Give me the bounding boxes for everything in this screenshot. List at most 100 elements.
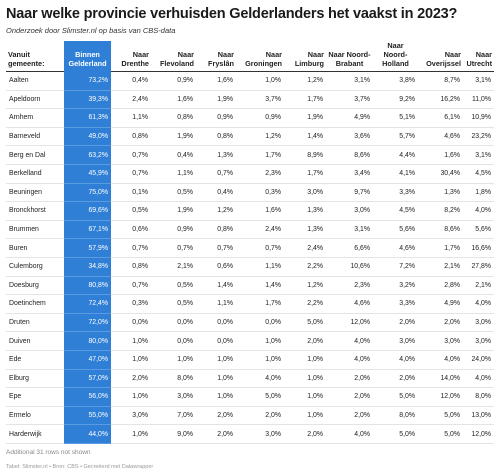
percentage-cell: 3,0% [284, 183, 326, 203]
table-row: Druten 72,0% 0,0% 0,0% 0,0% 0,0% 5,0% 12,0% 2,0%… [6, 313, 494, 333]
percentage-cell: 8,6% [326, 145, 373, 165]
percentage-cell: 16,2% [418, 90, 463, 110]
percentage-cell: 2,3% [326, 276, 373, 296]
percentage-cell: 1,1% [196, 294, 236, 314]
percentage-cell: 2,0% [236, 406, 284, 426]
percentage-cell: 2,0% [373, 313, 418, 333]
percentage-cell: 45,9% [64, 164, 111, 184]
percentage-cell: 44,0% [64, 424, 111, 444]
table-row: Beuningen 75,0% 0,1% 0,5% 0,4% 0,3% 3,0% 9,7% 3,… [6, 183, 494, 203]
percentage-cell: 2,4% [236, 220, 284, 240]
gemeente-cell: Aalten [6, 71, 64, 91]
percentage-cell: 4,9% [326, 108, 373, 128]
percentage-cell: 1,7% [236, 145, 284, 165]
percentage-cell: 5,6% [373, 220, 418, 240]
percentage-cell: 0,8% [196, 127, 236, 147]
percentage-cell: 23,2% [463, 127, 494, 147]
gemeente-cell: Doesburg [6, 276, 64, 296]
percentage-cell: 3,3% [373, 183, 418, 203]
table-row: Berkelland 45,9% 0,7% 1,1% 0,7% 2,3% 1,7% 3,4% 4… [6, 164, 494, 184]
percentage-cell: 2,1% [151, 257, 196, 277]
percentage-cell: 4,0% [326, 350, 373, 370]
percentage-cell: 0,7% [196, 238, 236, 258]
percentage-cell: 1,0% [151, 350, 196, 370]
table-row: Culemborg 34,8% 0,8% 2,1% 0,6% 1,1% 2,2% 10,6% 7… [6, 257, 494, 277]
table-row: Ermelo 55,0% 3,0% 7,0% 2,0% 2,0% 1,0% 2,0% 8,0% 5… [6, 406, 494, 426]
percentage-cell: 0,4% [151, 145, 196, 165]
percentage-cell: 69,6% [64, 201, 111, 221]
percentage-cell: 8,6% [418, 220, 463, 240]
percentage-cell: 10,6% [326, 257, 373, 277]
percentage-cell: 12,0% [326, 313, 373, 333]
column-header-binnen-gelderland[interactable]: Binnen Gelderland [64, 41, 111, 72]
percentage-cell: 24,0% [463, 350, 494, 370]
percentage-cell: 3,2% [373, 276, 418, 296]
percentage-cell: 1,7% [236, 294, 284, 314]
column-header-fryslan[interactable]: Naar Fryslân [196, 41, 236, 72]
percentage-cell: 4,6% [373, 238, 418, 258]
gemeente-cell: Buren [6, 238, 64, 258]
percentage-cell: 3,0% [463, 331, 494, 351]
percentage-cell: 7,2% [373, 257, 418, 277]
percentage-cell: 3,6% [326, 127, 373, 147]
percentage-cell: 2,0% [196, 424, 236, 444]
column-header-overijssel[interactable]: Naar Overijssel [418, 41, 463, 72]
gemeente-cell: Berkelland [6, 164, 64, 184]
table-row: Aalten 73,2% 0,4% 0,9% 1,6% 1,0% 1,2% 3,1% 3,8% 8… [6, 71, 494, 91]
percentage-cell: 0,0% [196, 331, 236, 351]
percentage-cell: 4,6% [418, 127, 463, 147]
column-header-limburg[interactable]: Naar Limburg [284, 41, 326, 72]
percentage-cell: 1,0% [111, 331, 151, 351]
percentage-cell: 3,1% [326, 71, 373, 91]
percentage-cell: 4,0% [418, 350, 463, 370]
percentage-cell: 1,1% [236, 257, 284, 277]
percentage-cell: 8,9% [284, 145, 326, 165]
percentage-cell: 55,0% [64, 406, 111, 426]
gemeente-cell: Culemborg [6, 257, 64, 277]
percentage-cell: 63,2% [64, 145, 111, 165]
percentage-cell: 0,3% [111, 294, 151, 314]
percentage-cell: 4,0% [326, 424, 373, 444]
percentage-cell: 0,0% [151, 331, 196, 351]
percentage-cell: 0,8% [111, 257, 151, 277]
percentage-cell: 75,0% [64, 183, 111, 203]
percentage-cell: 1,6% [418, 145, 463, 165]
percentage-cell: 1,3% [284, 201, 326, 221]
percentage-cell: 1,0% [236, 71, 284, 91]
percentage-cell: 1,9% [196, 90, 236, 110]
percentage-cell: 3,1% [463, 71, 494, 91]
gemeente-cell: Elburg [6, 369, 64, 389]
percentage-cell: 0,7% [111, 238, 151, 258]
column-header-utrecht[interactable]: Naar Utrecht [463, 41, 494, 72]
percentage-cell: 0,9% [151, 71, 196, 91]
column-header-groningen[interactable]: Naar Groningen [236, 41, 284, 72]
percentage-cell: 0,8% [111, 127, 151, 147]
column-header-flevoland[interactable]: Naar Flevoland [151, 41, 196, 72]
percentage-cell: 5,7% [373, 127, 418, 147]
column-header-noord-brabant[interactable]: Naar Noord-Brabant [326, 41, 373, 72]
percentage-cell: 8,0% [463, 387, 494, 407]
percentage-cell: 3,3% [373, 294, 418, 314]
percentage-cell: 6,6% [326, 238, 373, 258]
column-header-gemeente[interactable]: Vanuit gemeente: [6, 41, 64, 72]
percentage-cell: 3,0% [463, 313, 494, 333]
percentage-cell: 10,9% [463, 108, 494, 128]
table-row: Bronckhorst 69,6% 0,5% 1,9% 1,2% 1,6% 1,3% 3,0%… [6, 201, 494, 221]
column-header-drenthe[interactable]: Naar Drenthe [111, 41, 151, 72]
percentage-cell: 3,7% [236, 90, 284, 110]
page-title: Naar welke provincie verhuisden Gelderla… [6, 6, 458, 22]
percentage-cell: 2,2% [284, 257, 326, 277]
table-row: Arnhem 61,3% 1,1% 0,8% 0,9% 0,9% 1,9% 4,9% 5,1% 6… [6, 108, 494, 128]
percentage-cell: 0,7% [111, 276, 151, 296]
gemeente-cell: Apeldoorn [6, 90, 64, 110]
percentage-cell: 0,3% [236, 183, 284, 203]
percentage-cell: 4,5% [373, 201, 418, 221]
percentage-cell: 5,0% [284, 313, 326, 333]
percentage-cell: 49,0% [64, 127, 111, 147]
percentage-cell: 0,9% [236, 108, 284, 128]
percentage-cell: 12,0% [463, 424, 494, 444]
gemeente-cell: Druten [6, 313, 64, 333]
table-row: Apeldoorn 39,3% 2,4% 1,6% 1,9% 3,7% 1,7% 3,7% 9,… [6, 90, 494, 110]
column-header-noord-holland[interactable]: Naar Noord-Holland [373, 41, 418, 72]
